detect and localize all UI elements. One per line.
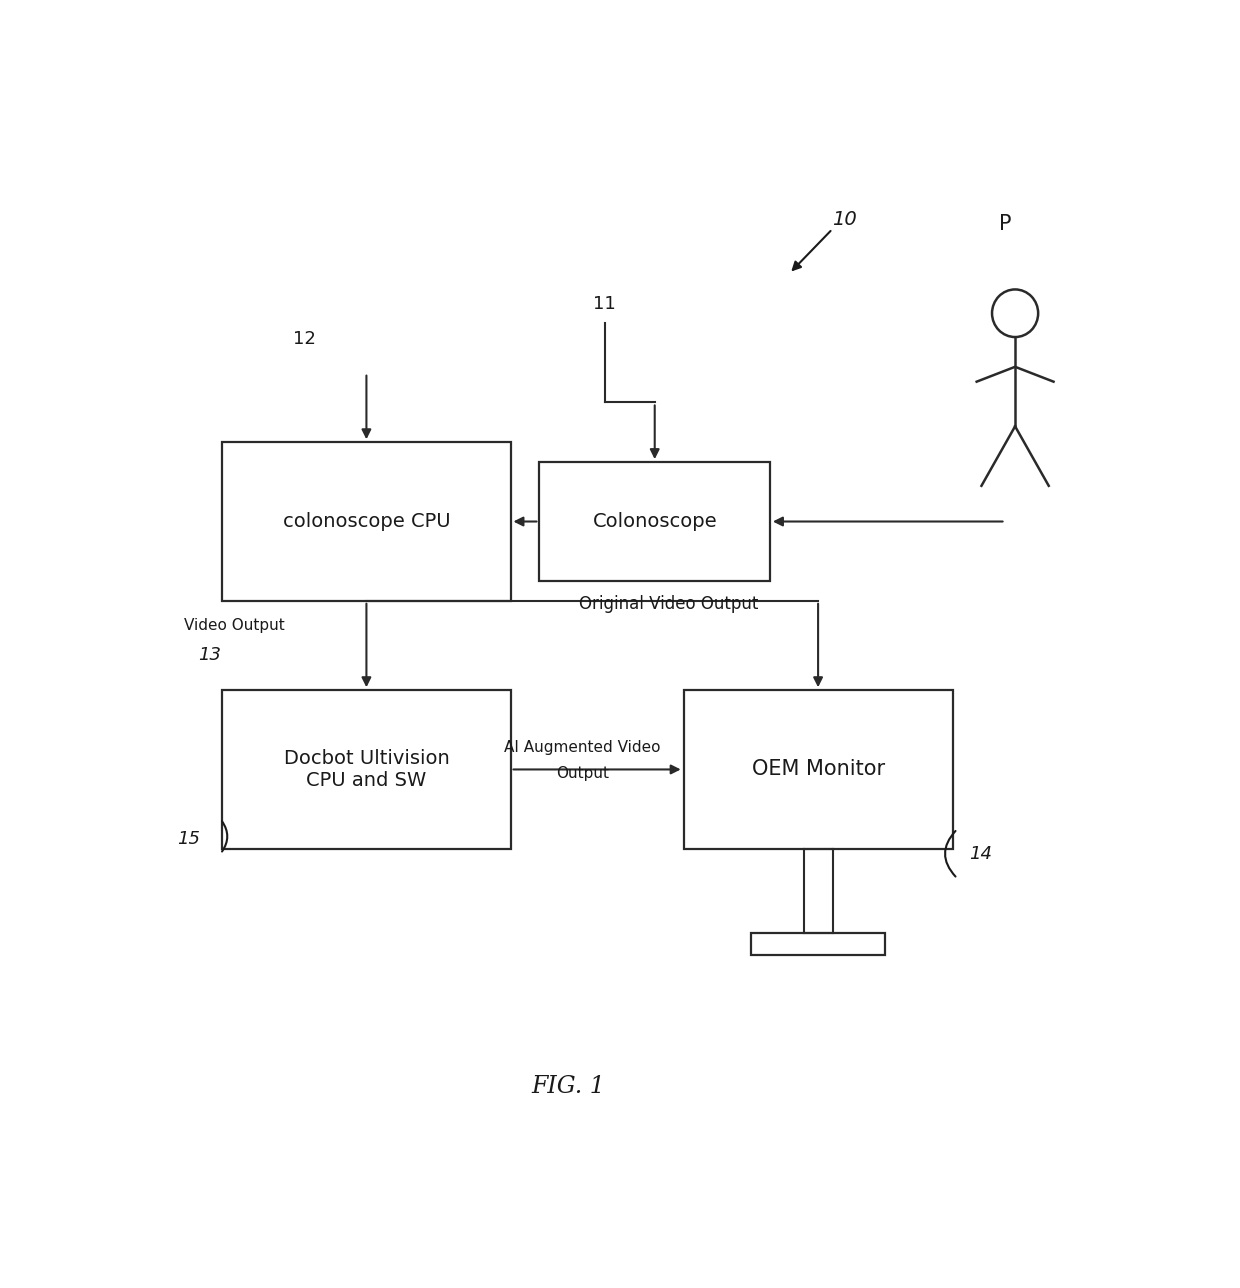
Text: 15: 15	[177, 829, 200, 848]
Text: Output: Output	[557, 766, 609, 782]
Text: P: P	[999, 214, 1012, 234]
Bar	[751, 933, 885, 954]
Text: FIG. 1: FIG. 1	[532, 1075, 605, 1099]
Text: Original Video Output: Original Video Output	[579, 595, 759, 613]
Text: 11: 11	[594, 295, 616, 313]
Bar	[683, 690, 952, 849]
Text: 12: 12	[293, 330, 315, 348]
Text: 14: 14	[968, 845, 992, 863]
Bar	[222, 442, 511, 600]
Text: OEM Monitor: OEM Monitor	[751, 760, 884, 779]
Text: 10: 10	[832, 210, 857, 228]
Bar	[222, 690, 511, 849]
Text: 13: 13	[198, 647, 221, 665]
Text: colonoscope CPU: colonoscope CPU	[283, 513, 450, 531]
Text: Video Output: Video Output	[184, 618, 284, 634]
Bar	[539, 462, 770, 581]
Text: Docbot Ultivision
CPU and SW: Docbot Ultivision CPU and SW	[284, 748, 449, 790]
Text: AI Augmented Video: AI Augmented Video	[505, 739, 661, 755]
Text: Colonoscope: Colonoscope	[593, 513, 717, 531]
